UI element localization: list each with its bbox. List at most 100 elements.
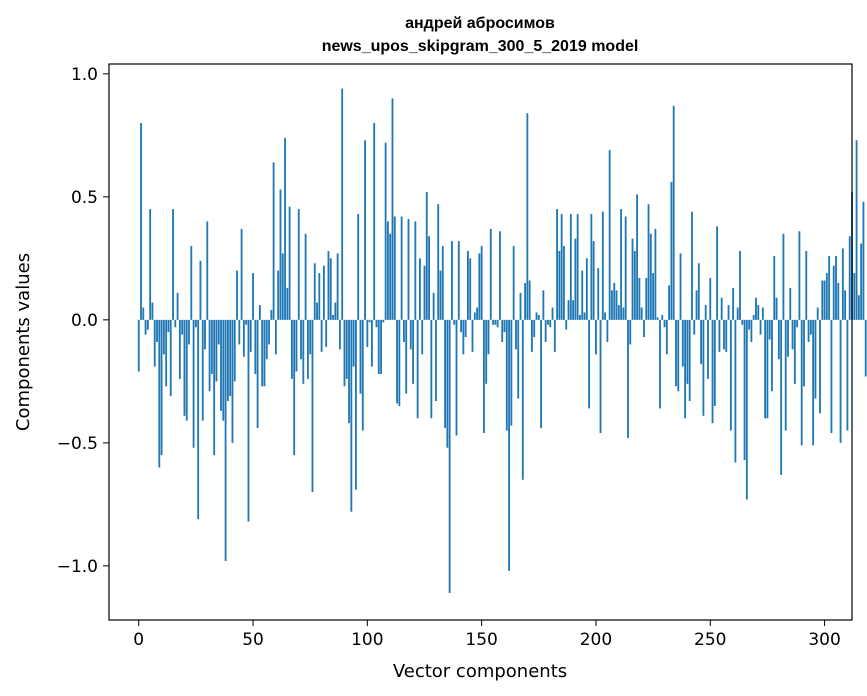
bar-206 — [608, 150, 611, 320]
bar-239 — [684, 319, 687, 419]
bar-100 — [366, 319, 369, 347]
bar-39 — [226, 319, 229, 402]
bar-77 — [313, 263, 316, 320]
bar-116 — [403, 319, 405, 342]
bar-258 — [727, 305, 730, 320]
bar-36 — [220, 319, 222, 411]
bar-84 — [329, 258, 332, 320]
bar-210 — [617, 305, 620, 320]
bar-316 — [860, 243, 863, 320]
bar-33 — [213, 319, 216, 456]
bar-234 — [672, 105, 675, 320]
bar-145 — [469, 258, 472, 320]
bar-271 — [757, 305, 760, 320]
bar-315 — [857, 295, 860, 320]
bar-167 — [519, 292, 522, 320]
bar-97 — [359, 319, 362, 394]
bar-127 — [428, 236, 430, 320]
x-axis-ticks: 0 50 100 150 200 250 300 — [133, 620, 841, 650]
bar-233 — [670, 182, 673, 320]
bar-301 — [825, 273, 828, 320]
bar-135 — [446, 319, 449, 448]
bar-190 — [572, 300, 574, 320]
bar-34 — [215, 319, 218, 382]
bar-138 — [453, 319, 456, 325]
bar-281 — [780, 319, 783, 475]
bar-200 — [595, 319, 597, 355]
bar-27 — [199, 260, 202, 320]
bar-237 — [679, 253, 682, 320]
x-tick-label-6: 300 — [808, 630, 840, 650]
bar-290 — [800, 319, 803, 446]
bar-299 — [821, 280, 824, 320]
bar-305 — [835, 255, 837, 320]
plot-frame — [108, 63, 853, 621]
bar-209 — [615, 290, 618, 320]
bar-91 — [345, 319, 348, 379]
bar-42 — [233, 319, 236, 382]
bar-207 — [611, 290, 613, 320]
bar-201 — [597, 268, 600, 320]
bar-70 — [297, 209, 300, 320]
bar-186 — [563, 246, 565, 320]
bar-191 — [574, 238, 577, 320]
bar-48 — [247, 319, 250, 522]
bar-51 — [254, 319, 257, 374]
bar-276 — [768, 319, 771, 340]
bar-302 — [828, 255, 831, 320]
bar-8 — [156, 319, 158, 342]
bar-3 — [144, 319, 147, 335]
bar-242 — [691, 211, 693, 320]
bar-164 — [512, 246, 515, 320]
bar-310 — [846, 319, 849, 431]
bar-120 — [412, 319, 414, 384]
bar-0 — [137, 319, 140, 372]
bar-162 — [508, 319, 510, 571]
bar-158 — [499, 231, 501, 320]
bar-98 — [361, 319, 364, 431]
bar-204 — [604, 312, 607, 320]
bar-90 — [343, 319, 346, 387]
bar-198 — [590, 214, 593, 320]
bar-156 — [494, 319, 497, 325]
bar-16 — [174, 319, 177, 328]
bar-272 — [759, 319, 762, 335]
bar-197 — [588, 319, 591, 409]
bar-137 — [451, 241, 453, 320]
bar-178 — [544, 319, 547, 342]
bar-31 — [208, 319, 211, 392]
bar-284 — [787, 319, 789, 357]
bar-150 — [480, 246, 483, 320]
bar-264 — [741, 319, 744, 325]
bar-199 — [592, 241, 595, 320]
x-tick-label-1: 50 — [242, 630, 264, 650]
bar-246 — [700, 319, 703, 365]
bar-109 — [387, 221, 389, 320]
y-tick-label-2: 0.0 — [71, 311, 98, 331]
y-tick-label-4: 1.0 — [71, 65, 98, 85]
bar-102 — [370, 319, 373, 367]
bar-263 — [739, 250, 741, 320]
bar-205 — [606, 319, 609, 342]
chart-title: андрей абросимов — [405, 15, 555, 32]
bar-41 — [231, 319, 234, 443]
x-tick-label-0: 0 — [133, 630, 144, 650]
bar-196 — [585, 258, 588, 320]
bar-133 — [441, 246, 444, 320]
bar-189 — [569, 214, 572, 320]
bar-32 — [210, 319, 213, 374]
bar-71 — [300, 319, 302, 360]
bar-22 — [188, 319, 190, 345]
bar-221 — [643, 319, 645, 338]
bar-308 — [841, 248, 844, 320]
bar-248 — [704, 305, 707, 320]
bar-220 — [640, 307, 643, 320]
bar-259 — [729, 319, 732, 431]
bar-56 — [265, 319, 268, 360]
bar-184 — [558, 250, 561, 320]
bar-269 — [752, 314, 755, 320]
bar-292 — [805, 250, 808, 320]
bar-278 — [773, 255, 776, 320]
bar-155 — [492, 319, 494, 325]
bar-238 — [681, 319, 684, 367]
